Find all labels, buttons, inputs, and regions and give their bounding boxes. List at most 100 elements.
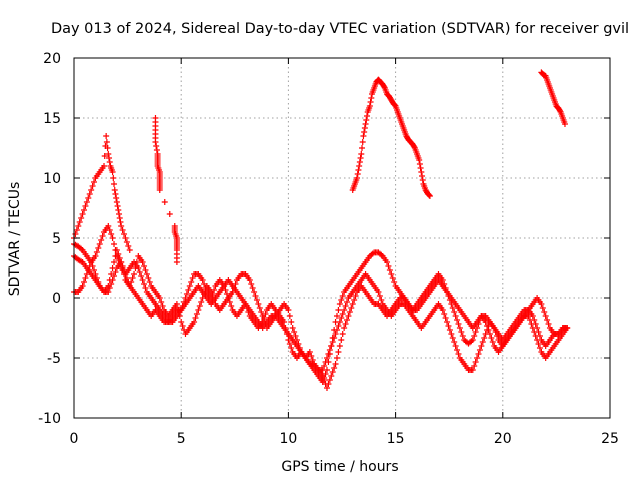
- series-arc-late: [538, 69, 568, 127]
- data-point: [111, 181, 118, 187]
- data-point: [131, 271, 138, 277]
- data-point: [196, 303, 203, 309]
- data-point: [106, 155, 113, 161]
- data-point: [126, 247, 133, 253]
- data-point: [441, 311, 448, 317]
- data-point: [128, 279, 135, 285]
- data-point: [79, 283, 86, 289]
- data-point: [354, 171, 361, 177]
- data-point: [139, 277, 146, 283]
- data-point: [105, 223, 112, 229]
- data-point: [142, 285, 149, 291]
- data-point: [444, 319, 451, 325]
- data-point: [255, 301, 262, 307]
- data-point: [112, 269, 119, 275]
- data-point: [532, 321, 539, 327]
- data-point: [484, 327, 491, 333]
- data-point: [335, 307, 342, 313]
- data-point: [293, 337, 300, 343]
- data-point: [389, 275, 396, 281]
- data-point: [442, 315, 449, 321]
- data-point: [114, 203, 121, 209]
- data-point: [445, 323, 452, 329]
- data-point: [93, 249, 100, 255]
- data-point: [535, 341, 542, 347]
- y-tick-label: 20: [43, 51, 61, 67]
- data-point: [472, 359, 479, 365]
- data-point: [175, 307, 182, 313]
- data-point: [85, 195, 92, 201]
- data-point: [419, 177, 426, 183]
- data-point: [296, 345, 303, 351]
- data-point: [339, 293, 346, 299]
- data-point: [458, 329, 465, 335]
- data-point: [92, 271, 99, 277]
- data-point: [388, 271, 395, 277]
- data-point: [291, 329, 298, 335]
- data-point: [451, 309, 458, 315]
- data-point: [85, 267, 92, 273]
- data-point: [419, 173, 426, 179]
- data-point: [539, 305, 546, 311]
- data-point: [189, 275, 196, 281]
- data-point: [199, 295, 206, 301]
- data-point: [91, 267, 98, 273]
- data-point: [132, 265, 139, 271]
- data-point: [95, 279, 102, 285]
- data-point: [325, 351, 332, 357]
- data-point: [76, 219, 83, 225]
- data-point: [256, 305, 263, 311]
- data-point: [159, 303, 166, 309]
- data-point: [109, 169, 116, 175]
- data-point: [86, 191, 93, 197]
- data-point: [417, 165, 424, 171]
- chart-title: Day 013 of 2024, Sidereal Day-to-day VTE…: [51, 21, 629, 37]
- data-point: [98, 237, 105, 243]
- data-point: [376, 293, 383, 299]
- data-point: [109, 265, 116, 271]
- data-point: [186, 283, 193, 289]
- data-point: [359, 139, 366, 145]
- data-point: [112, 191, 119, 197]
- data-point: [143, 271, 150, 277]
- data-point: [348, 305, 355, 311]
- data-point: [198, 299, 205, 305]
- data-point: [344, 299, 351, 305]
- data-point: [411, 143, 418, 150]
- data-point: [104, 145, 111, 151]
- data-point: [101, 153, 108, 159]
- data-point: [115, 251, 122, 257]
- data-point: [545, 321, 552, 327]
- data-point: [323, 385, 330, 391]
- data-point: [95, 245, 102, 251]
- data-point: [258, 309, 265, 315]
- data-point: [333, 313, 340, 319]
- data-point: [471, 333, 478, 339]
- data-point: [133, 259, 140, 265]
- y-tick-label: 10: [43, 171, 61, 187]
- data-point: [341, 325, 348, 331]
- x-tick-label: 10: [279, 431, 297, 447]
- data-point: [156, 187, 163, 193]
- data-point: [356, 163, 363, 169]
- data-point: [116, 255, 123, 261]
- data-point: [536, 333, 543, 339]
- data-point: [123, 239, 130, 245]
- data-point: [446, 327, 453, 333]
- data-point: [346, 309, 353, 315]
- data-point: [358, 151, 365, 157]
- data-point: [83, 199, 90, 205]
- data-point: [385, 263, 392, 269]
- data-point: [336, 343, 343, 349]
- data-point: [118, 259, 125, 265]
- data-point: [426, 193, 433, 199]
- data-point: [321, 377, 328, 383]
- data-point: [456, 325, 463, 331]
- data-point: [83, 271, 90, 277]
- data-point: [82, 275, 89, 281]
- data-point: [474, 355, 481, 361]
- data-point: [115, 207, 122, 213]
- data-point: [331, 335, 338, 341]
- data-point: [106, 227, 113, 233]
- data-point: [426, 192, 433, 199]
